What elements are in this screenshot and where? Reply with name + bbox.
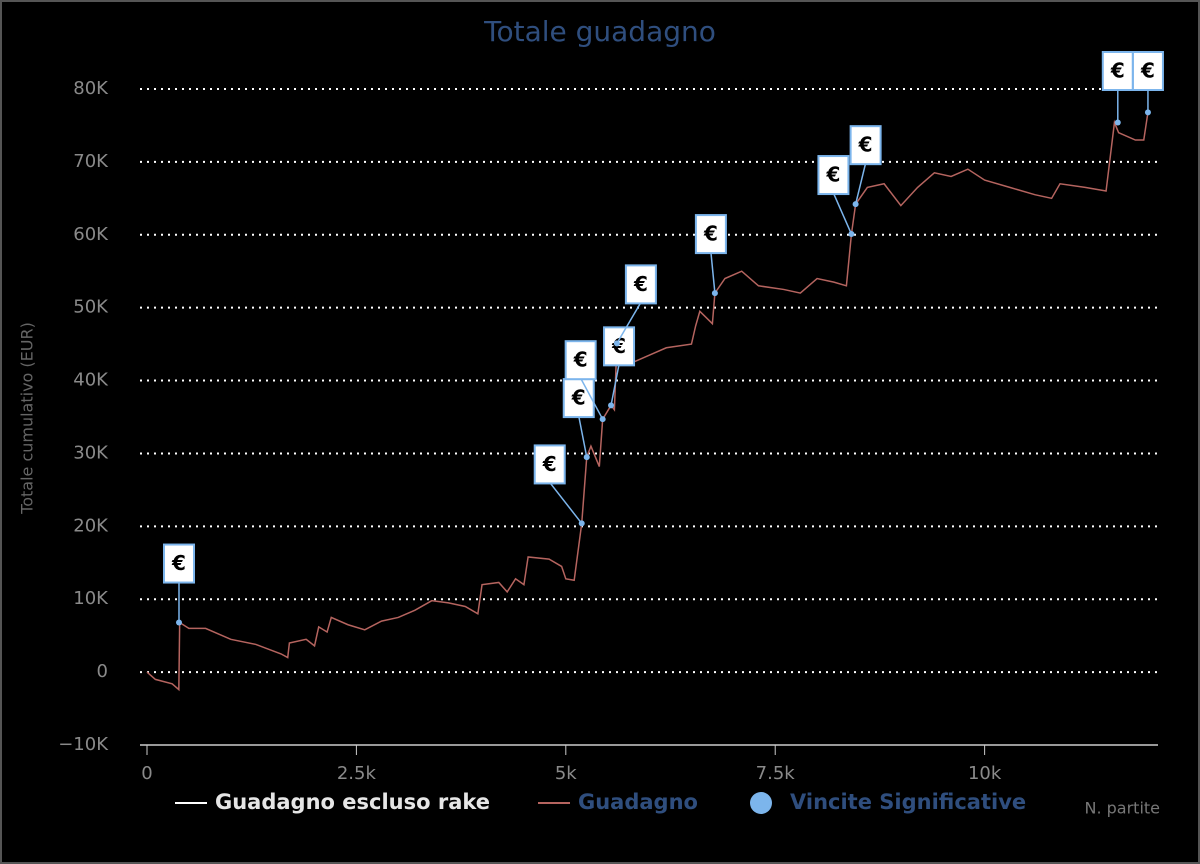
- flag-stem: [854, 162, 867, 205]
- flag-box: [624, 264, 657, 305]
- x-tick-label: 10k: [968, 763, 1002, 784]
- flag-stem: [580, 377, 604, 420]
- significant-win: [852, 201, 859, 208]
- x-tick-label: 7.5k: [756, 763, 796, 784]
- flag-box: [694, 214, 727, 255]
- flag-stem: [610, 364, 620, 406]
- significant-win: [711, 290, 718, 297]
- flag-label: €: [1110, 59, 1125, 83]
- flag-label: €: [571, 386, 586, 410]
- y-tick-label: 10K: [73, 588, 109, 609]
- flag-box: [1101, 51, 1134, 91]
- flag-stem: [549, 481, 583, 524]
- flag-label: €: [1140, 59, 1155, 83]
- significant-win: [583, 454, 590, 461]
- flag-label: €: [858, 133, 873, 157]
- flag-stem: [578, 415, 588, 458]
- significant-win: [599, 416, 606, 423]
- flag-label: €: [825, 163, 840, 187]
- x-tick-label: 0: [141, 763, 152, 784]
- legend-symbol: [750, 792, 772, 814]
- x-axis-label: N. partite: [1084, 799, 1160, 818]
- y-tick-label: 30K: [73, 442, 109, 463]
- significant-win: [848, 231, 855, 238]
- x-tick-label: 5k: [555, 763, 577, 784]
- legend-label[interactable]: Vincite Significative: [790, 790, 1026, 814]
- significant-win: [578, 520, 585, 527]
- flag-label: €: [703, 222, 718, 246]
- flag-stem: [710, 252, 716, 294]
- y-tick-label: −10K: [58, 734, 109, 755]
- y-tick-label: 40K: [73, 370, 109, 391]
- flag-box: [849, 125, 882, 166]
- flag-label: €: [171, 551, 186, 575]
- y-axis-label: Totale cumulativo (EUR): [18, 322, 37, 515]
- significant-win: [613, 340, 620, 347]
- flag-box: [817, 155, 850, 196]
- chart-title: Totale guadagno: [483, 15, 716, 48]
- significant-win: [1144, 109, 1151, 116]
- significant-win: [608, 402, 615, 409]
- flag-stem: [616, 302, 642, 344]
- y-tick-label: 60K: [73, 224, 109, 245]
- significant-win: [1114, 119, 1121, 126]
- y-tick-label: 80K: [73, 78, 109, 99]
- y-tick-label: 50K: [73, 297, 109, 318]
- y-tick-label: 70K: [73, 151, 109, 172]
- flag-box: [162, 543, 195, 584]
- flag-box: [564, 340, 597, 381]
- y-tick-label: 0: [97, 661, 108, 682]
- flag-box: [533, 444, 566, 485]
- significant-win: [175, 619, 182, 626]
- x-tick-label: 2.5k: [337, 763, 377, 784]
- legend-label[interactable]: Guadagno escluso rake: [215, 790, 490, 814]
- flag-stem: [832, 192, 853, 235]
- flag-label: €: [633, 272, 648, 296]
- flag-label: €: [573, 348, 588, 372]
- y-tick-label: 20K: [73, 515, 109, 536]
- flag-box: [603, 326, 636, 367]
- flag-label: €: [542, 452, 557, 476]
- legend-label[interactable]: Guadagno: [578, 790, 698, 814]
- flag-box: [1131, 51, 1164, 91]
- flag-box: [562, 378, 595, 419]
